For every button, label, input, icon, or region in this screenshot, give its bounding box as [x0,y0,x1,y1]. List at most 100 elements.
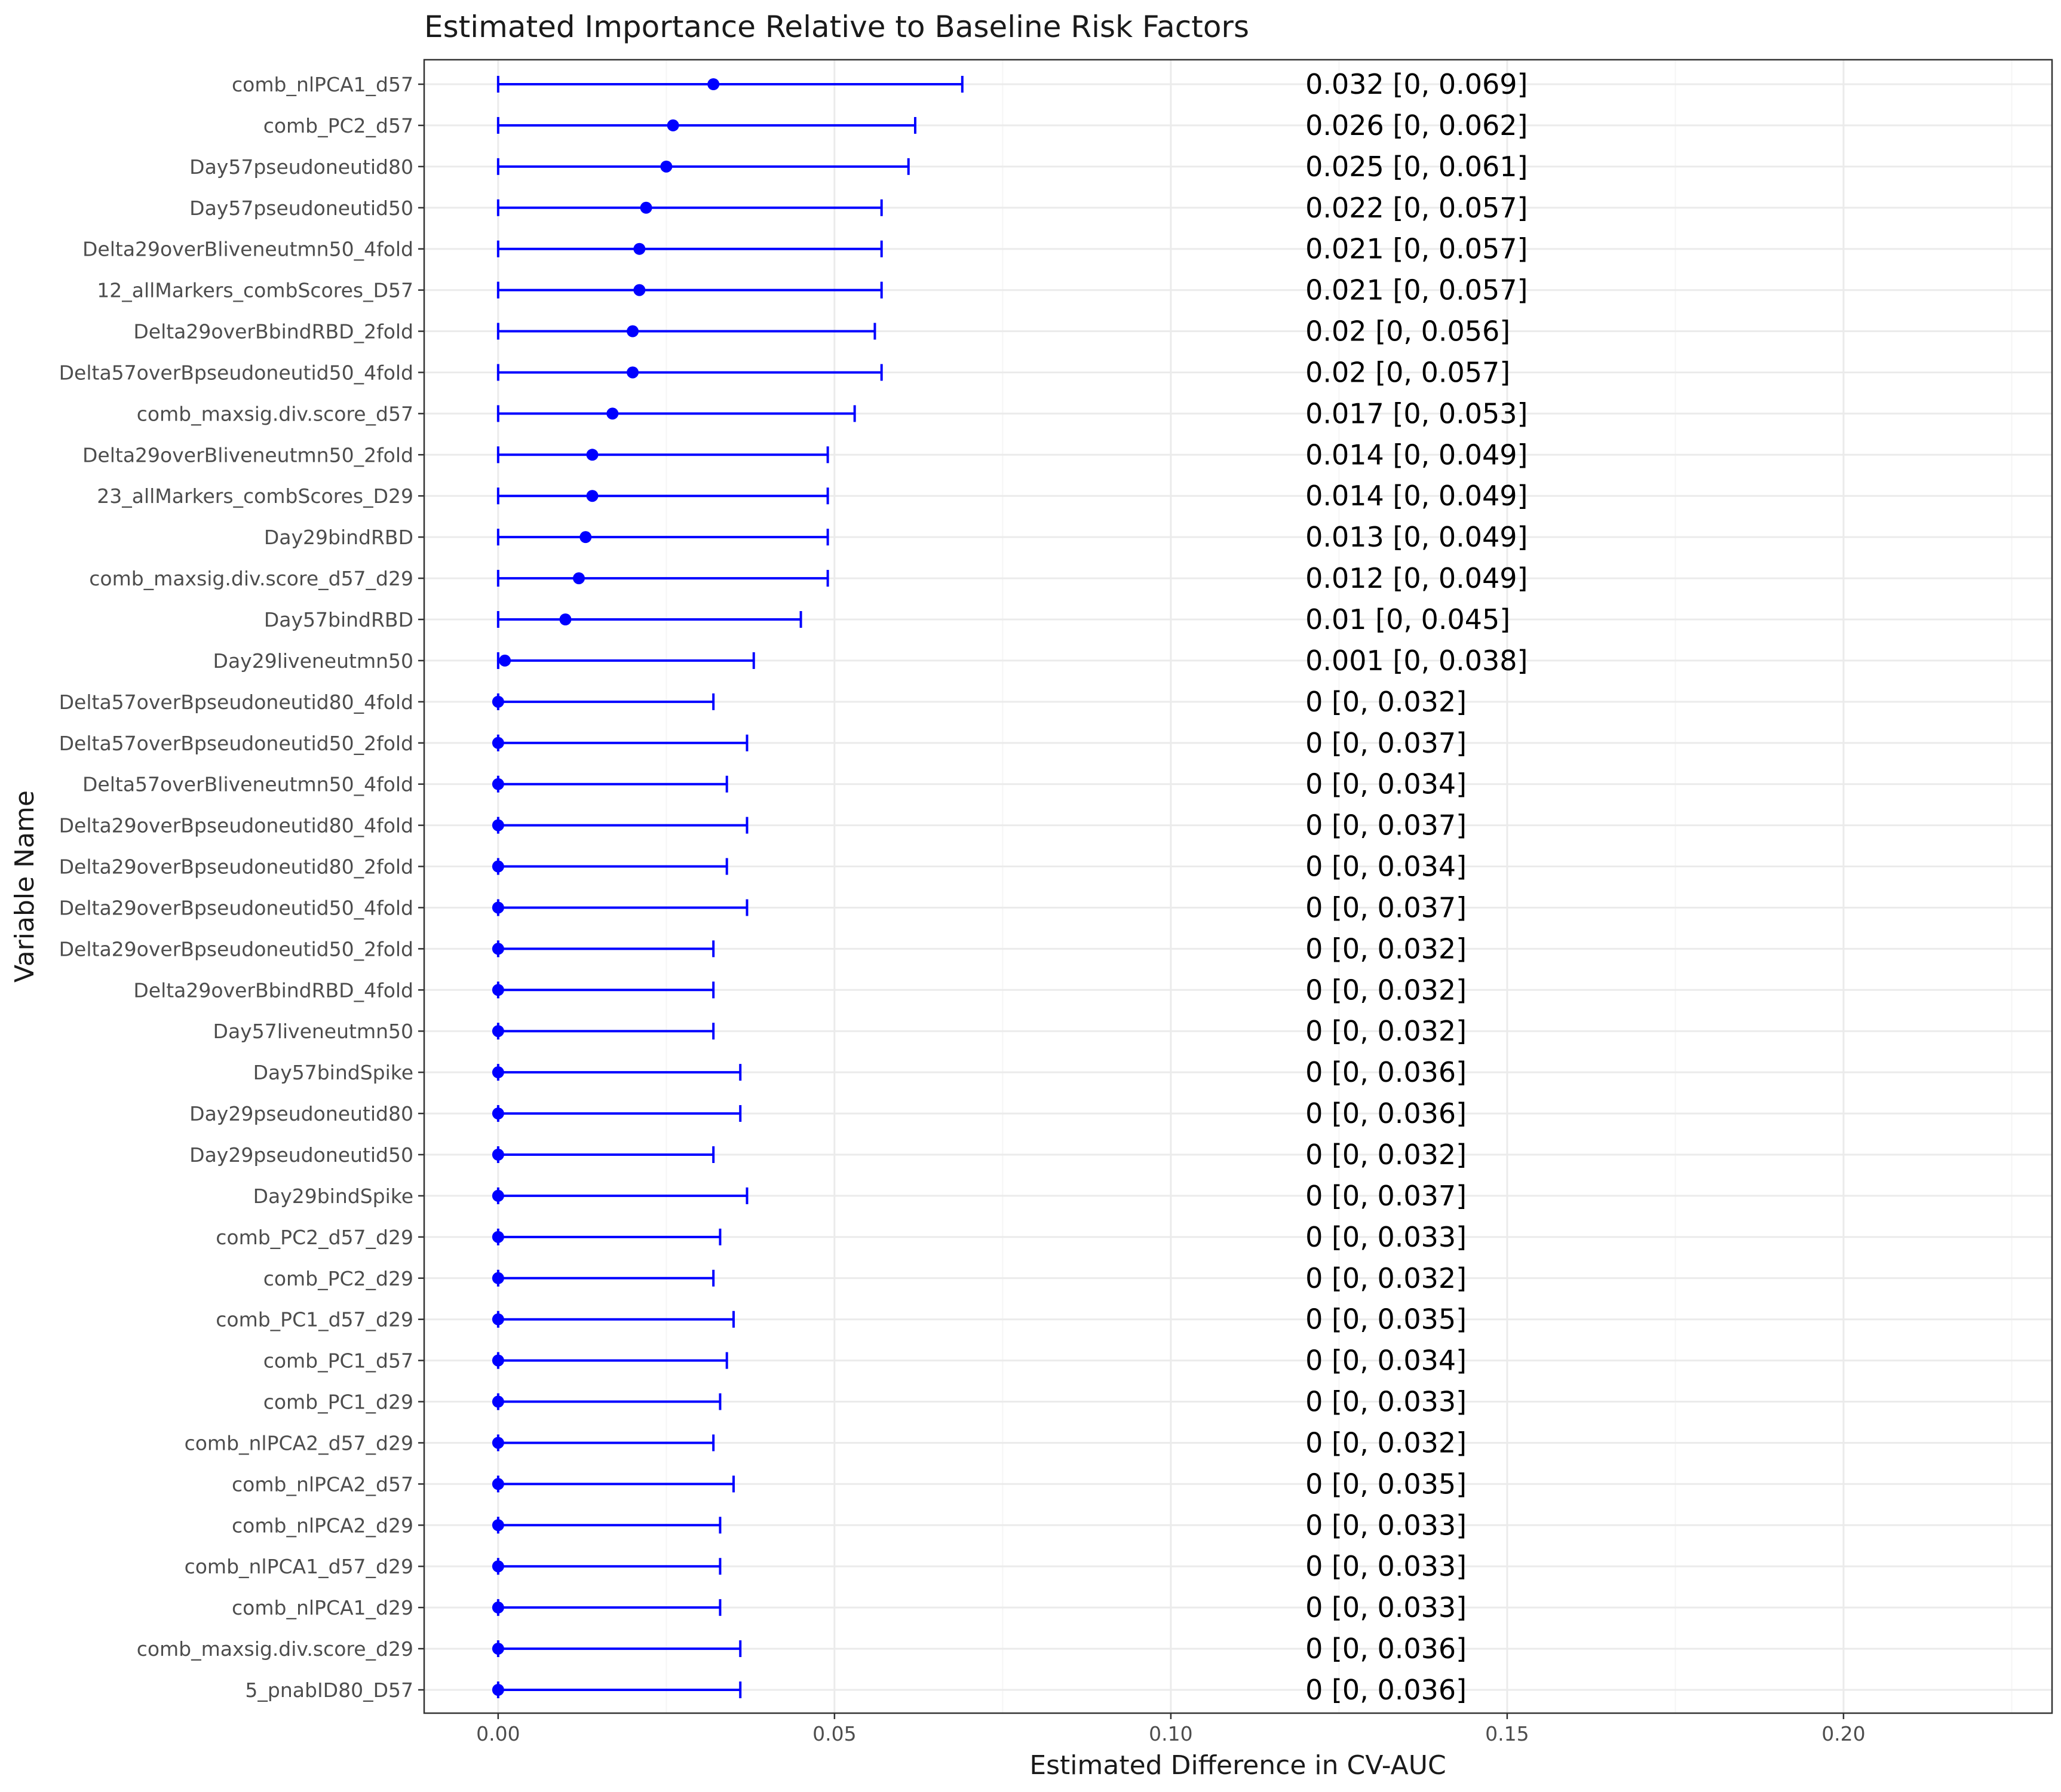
estimate-point [627,325,639,337]
estimate-point [492,1107,504,1120]
y-tick-label: Delta29overBliveneutmn50_2fold [82,443,413,467]
estimate-point [492,737,504,749]
estimate-point [640,201,652,214]
ci-label: 0.02 [0, 0.057] [1305,356,1510,388]
ci-label: 0.02 [0, 0.056] [1305,315,1510,348]
y-tick-label: Delta29overBpseudoneutid50_4fold [59,896,413,919]
y-tick-label: Delta29overBpseudoneutid80_4fold [59,814,413,837]
ci-label: 0 [0, 0.032] [1305,1139,1467,1171]
y-axis-title: Variable Name [10,790,40,983]
ci-label: 0 [0, 0.032] [1305,932,1467,965]
estimate-point [492,901,504,914]
ci-label: 0 [0, 0.034] [1305,1345,1467,1377]
y-tick-label: comb_nlPCA1_d57 [232,73,413,96]
estimate-point [492,1025,504,1038]
y-tick-label: 12_allMarkers_combScores_D57 [97,279,413,302]
y-tick-label: comb_PC2_d57_d29 [216,1226,413,1249]
y-tick-label: Delta57overBliveneutmn50_4fold [82,773,413,796]
estimate-point [492,1149,504,1161]
estimate-point [586,490,599,502]
x-axis: 0.00 0.05 0.10 0.15 0.20 [476,1713,1866,1745]
estimate-point [492,1560,504,1573]
ci-label: 0.022 [0, 0.057] [1305,192,1528,224]
y-tick-label: Delta57overBpseudoneutid80_4fold [59,691,413,714]
y-tick-label: Day29pseudoneutid80 [189,1102,413,1125]
estimate-point [492,1231,504,1243]
ci-label: 0 [0, 0.037] [1305,809,1467,842]
y-tick-label: comb_nlPCA2_d29 [232,1514,413,1537]
y-tick-label: comb_PC1_d57 [263,1349,413,1373]
ci-label: 0 [0, 0.033] [1305,1386,1467,1418]
ci-label: 0 [0, 0.036] [1305,1097,1467,1130]
ci-label: 0.01 [0, 0.045] [1305,603,1510,636]
y-tick-label: Day29bindSpike [253,1185,413,1208]
estimate-point [492,1437,504,1449]
ci-label: 0.017 [0, 0.053] [1305,397,1528,429]
y-tick-label: Day57liveneutmn50 [213,1020,413,1043]
y-tick-label: comb_maxsig.div.score_d57_d29 [89,567,413,590]
y-tick-label: Delta29overBbindRBD_2fold [133,320,413,343]
y-tick-label: comb_nlPCA2_d57_d29 [185,1431,413,1455]
estimate-point [492,1066,504,1079]
estimate-point [627,366,639,379]
ci-label: 0 [0, 0.037] [1305,727,1467,759]
y-tick-label: Day29liveneutmn50 [213,649,413,673]
estimate-point [579,531,592,544]
estimate-point [492,1189,504,1202]
estimate-point [492,943,504,955]
chart-title: Estimated Importance Relative to Baselin… [424,10,1249,44]
ci-label: 0.014 [0, 0.049] [1305,480,1528,512]
ci-label: 0 [0, 0.033] [1305,1591,1467,1624]
estimate-point [492,1519,504,1532]
ci-label: 0 [0, 0.032] [1305,1262,1467,1294]
ci-label: 0 [0, 0.037] [1305,891,1467,923]
ci-label: 0.012 [0, 0.049] [1305,562,1528,594]
y-tick-label: Day29bindRBD [264,526,413,549]
ci-label: 0 [0, 0.034] [1305,768,1467,800]
estimate-point [492,695,504,708]
y-tick-label: Delta57overBpseudoneutid50_2fold [59,732,413,755]
y-tick-label: Delta29overBpseudoneutid50_2fold [59,937,413,961]
estimate-point [492,1395,504,1408]
x-tick-label: 0.00 [476,1722,520,1745]
ci-label: 0 [0, 0.033] [1305,1550,1467,1582]
series-layer [492,76,964,1698]
x-tick-label: 0.05 [812,1722,856,1745]
x-axis-title: Estimated Difference in CV-AUC [1029,1750,1446,1781]
y-tick-label: comb_nlPCA1_d57_d29 [185,1555,413,1578]
estimate-point [559,613,572,625]
y-tick-label: 5_pnabID80_D57 [245,1679,413,1702]
y-tick-label: Day29pseudoneutid50 [189,1143,413,1167]
x-tick-label: 0.10 [1149,1722,1192,1745]
y-tick-label: comb_PC2_d29 [263,1267,413,1290]
y-tick-label: Delta29overBpseudoneutid80_2fold [59,855,413,879]
estimate-point [572,572,585,585]
ci-label: 0 [0, 0.032] [1305,974,1467,1006]
ci-label: 0 [0, 0.033] [1305,1509,1467,1541]
ci-label-layer: 0.032 [0, 0.069] 0.026 [0, 0.062] 0.025 [0… [1305,68,1528,1706]
ci-label: 0 [0, 0.036] [1305,1674,1467,1706]
ci-label: 0.001 [0, 0.038] [1305,645,1528,677]
y-tick-label: comb_maxsig.div.score_d29 [137,1637,413,1661]
ci-label: 0 [0, 0.034] [1305,851,1467,883]
ci-label: 0 [0, 0.037] [1305,1180,1467,1212]
estimate-point [492,984,504,996]
estimate-point [492,1478,504,1490]
y-tick-label: Day57bindRBD [264,608,413,631]
panel-border [423,59,2053,1714]
y-tick-label: Delta29overBbindRBD_4fold [133,978,413,1002]
estimate-point [633,284,646,296]
estimate-point [707,78,720,90]
y-tick-label: Delta29overBliveneutmn50_4fold [82,238,413,261]
estimate-point [492,1601,504,1614]
ci-label: 0 [0, 0.036] [1305,1633,1467,1665]
estimate-point [492,1354,504,1367]
ci-label: 0.021 [0, 0.057] [1305,233,1528,265]
ci-label: 0.021 [0, 0.057] [1305,274,1528,306]
y-tick-label: 23_allMarkers_combScores_D29 [97,484,413,508]
y-tick-label: comb_maxsig.div.score_d57 [137,402,413,425]
y-tick-label: comb_nlPCA2_d57 [232,1472,413,1496]
